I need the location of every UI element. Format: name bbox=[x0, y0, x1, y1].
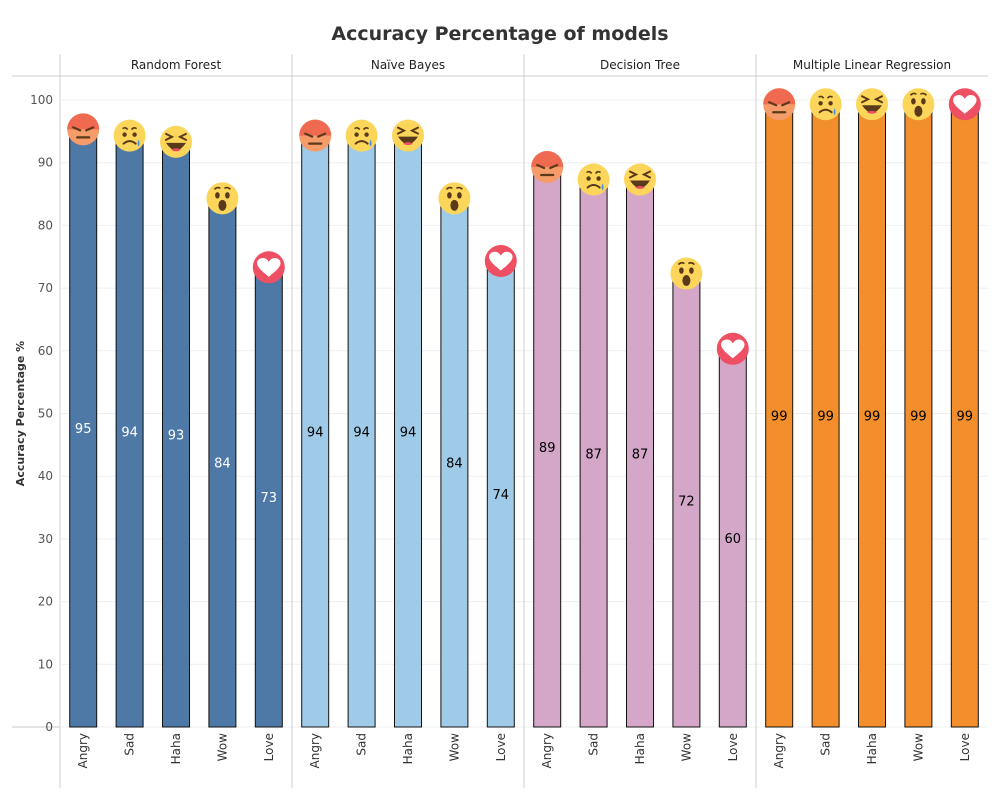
angry-emoji-icon bbox=[67, 113, 100, 146]
data-label: 60 bbox=[725, 532, 742, 547]
bar bbox=[950, 105, 979, 728]
love-heart-icon bbox=[948, 88, 981, 121]
data-label: 99 bbox=[910, 410, 927, 425]
y-tick-label: 100 bbox=[30, 93, 53, 107]
panel-title: Naïve Bayes bbox=[371, 58, 445, 72]
bar bbox=[765, 105, 794, 728]
sad-emoji-icon bbox=[113, 119, 146, 152]
data-label: 99 bbox=[817, 410, 834, 425]
y-tick-label: 60 bbox=[38, 344, 53, 358]
data-label: 73 bbox=[261, 491, 278, 506]
x-tick-label: Angry bbox=[76, 733, 90, 768]
bar bbox=[718, 350, 747, 728]
data-label: 95 bbox=[75, 422, 92, 437]
bar bbox=[254, 268, 283, 728]
x-tick-label: Haha bbox=[169, 733, 183, 764]
wow-emoji-icon bbox=[206, 182, 239, 215]
panel-title: Decision Tree bbox=[600, 58, 680, 72]
y-tick-label: 10 bbox=[38, 657, 53, 671]
haha-emoji-icon bbox=[160, 125, 192, 158]
data-label: 87 bbox=[632, 447, 649, 462]
bar bbox=[579, 181, 608, 728]
data-label: 84 bbox=[446, 457, 463, 472]
y-tick-label: 80 bbox=[38, 218, 53, 232]
data-label: 94 bbox=[121, 425, 138, 440]
panel: Random Forest 95 Angry 94 Sad 93 Haha 84 Wow 73 Lo… bbox=[67, 58, 285, 768]
bar bbox=[811, 105, 840, 728]
x-tick-label: Love bbox=[262, 733, 276, 761]
data-label: 94 bbox=[307, 425, 324, 440]
x-tick-label: Wow bbox=[679, 733, 693, 762]
x-tick-label: Sad bbox=[355, 733, 369, 756]
panel: Decision Tree 89 Angry 87 Sad 87 Haha 72 Wow 60 Lo… bbox=[523, 54, 749, 788]
x-tick-label: Wow bbox=[911, 733, 925, 762]
angry-emoji-icon bbox=[763, 88, 796, 121]
data-label: 89 bbox=[539, 441, 556, 456]
bar bbox=[162, 143, 190, 728]
data-label: 99 bbox=[864, 410, 881, 425]
angry-emoji-icon bbox=[299, 119, 332, 152]
bar bbox=[904, 105, 933, 728]
wow-emoji-icon bbox=[902, 88, 935, 121]
x-tick-label: Wow bbox=[215, 733, 229, 762]
love-heart-icon bbox=[252, 251, 285, 284]
love-heart-icon bbox=[716, 332, 749, 365]
data-label: 74 bbox=[493, 488, 510, 503]
x-tick-label: Angry bbox=[540, 733, 554, 768]
data-label: 94 bbox=[353, 425, 370, 440]
y-tick-label: 20 bbox=[38, 595, 53, 609]
x-tick-label: Sad bbox=[819, 733, 833, 756]
x-tick-label: Love bbox=[726, 733, 740, 761]
bar bbox=[486, 262, 515, 728]
bar bbox=[626, 181, 654, 728]
haha-emoji-icon bbox=[392, 119, 424, 152]
y-tick-label: 0 bbox=[45, 720, 53, 734]
chart-title: Accuracy Percentage of models bbox=[331, 23, 668, 45]
data-label: 87 bbox=[585, 447, 602, 462]
x-tick-label: Angry bbox=[772, 733, 786, 768]
y-tick-label: 70 bbox=[38, 281, 53, 295]
bar bbox=[672, 275, 701, 728]
data-label: 72 bbox=[678, 494, 695, 509]
y-tick-label: 30 bbox=[38, 532, 53, 546]
wow-emoji-icon bbox=[670, 257, 703, 290]
panel: Naïve Bayes 94 Angry 94 Sad 94 Haha 84 Wow 74 Love bbox=[291, 54, 517, 788]
y-tick-label: 90 bbox=[38, 156, 53, 170]
bar bbox=[533, 168, 562, 728]
haha-emoji-icon bbox=[624, 163, 656, 196]
sad-emoji-icon bbox=[577, 163, 610, 196]
panel: Multiple Linear Regression 99 Angry 99 Sad 99… bbox=[755, 54, 981, 788]
bar bbox=[69, 130, 98, 728]
data-label: 99 bbox=[771, 410, 788, 425]
bar bbox=[394, 137, 422, 728]
x-tick-label: Sad bbox=[123, 733, 137, 756]
x-tick-label: Sad bbox=[587, 733, 601, 756]
x-tick-label: Haha bbox=[633, 733, 647, 764]
bar bbox=[301, 137, 330, 728]
x-tick-label: Haha bbox=[401, 733, 415, 764]
y-tick-label: 40 bbox=[38, 469, 53, 483]
x-tick-label: Haha bbox=[865, 733, 879, 764]
wow-emoji-icon bbox=[438, 182, 471, 215]
data-label: 93 bbox=[168, 428, 185, 443]
sad-emoji-icon bbox=[809, 88, 842, 121]
x-tick-label: Love bbox=[958, 733, 972, 761]
love-heart-icon bbox=[484, 245, 517, 278]
data-label: 84 bbox=[214, 457, 231, 472]
x-tick-label: Wow bbox=[447, 733, 461, 762]
haha-emoji-icon bbox=[856, 88, 888, 121]
panel-title: Random Forest bbox=[131, 58, 222, 72]
bar bbox=[858, 105, 886, 728]
x-tick-label: Love bbox=[494, 733, 508, 761]
y-axis-label: Accuracy Percentage % bbox=[14, 341, 27, 486]
bar bbox=[208, 199, 237, 728]
sad-emoji-icon bbox=[345, 119, 378, 152]
y-tick-label: 50 bbox=[38, 407, 53, 421]
data-label: 99 bbox=[957, 410, 974, 425]
x-tick-label: Angry bbox=[308, 733, 322, 768]
panel-title: Multiple Linear Regression bbox=[793, 58, 951, 72]
angry-emoji-icon bbox=[531, 150, 564, 183]
data-label: 94 bbox=[400, 425, 417, 440]
